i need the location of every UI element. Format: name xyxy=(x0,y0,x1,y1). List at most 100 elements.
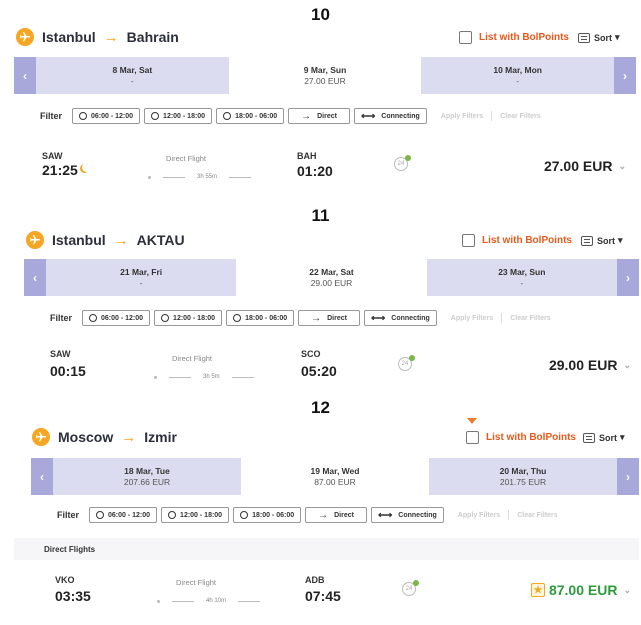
route-arrow-icon: → xyxy=(103,28,119,46)
checkbox-icon[interactable] xyxy=(466,431,479,444)
route-origin: Istanbul xyxy=(52,232,106,248)
bolpoints-checkbox[interactable]: List with BolPoints xyxy=(466,431,576,444)
filter-afternoon-button[interactable]: 12:00 - 18:00 xyxy=(144,108,213,124)
sort-button[interactable]: Sort ▾ xyxy=(583,432,625,443)
departure-airport: VKO xyxy=(55,575,75,585)
date-option[interactable]: 21 Mar, Fri - xyxy=(46,259,236,296)
flight-type: Direct Flight xyxy=(176,578,217,587)
sort-icon xyxy=(578,32,590,43)
date-price: - xyxy=(520,277,524,288)
filter-afternoon-button[interactable]: 12:00 - 18:00 xyxy=(161,507,230,523)
flight-result-row[interactable]: VKO 03:35 Direct Flight 4h 10m ADB 07:45… xyxy=(31,568,639,612)
route-arrow-icon: → xyxy=(113,231,129,249)
bolpoints-checkbox[interactable]: List with BolPoints xyxy=(462,234,572,247)
filter-direct-button[interactable]: → Direct xyxy=(305,507,367,523)
filter-connecting-button[interactable]: ⟷ Connecting xyxy=(353,108,427,124)
departure-time: 03:35 xyxy=(55,588,91,604)
date-option-selected[interactable]: 9 Mar, Sun 27.00 EUR xyxy=(228,57,422,94)
filter-evening-button[interactable]: 18:00 - 06:00 xyxy=(226,310,295,326)
next-date-button[interactable]: › xyxy=(614,57,637,94)
filter-bar: Filter 06:00 - 12:00 12:00 - 18:00 18:00… xyxy=(14,98,636,134)
filter-afternoon-button[interactable]: 12:00 - 18:00 xyxy=(154,310,223,326)
date-option[interactable]: 10 Mar, Mon - xyxy=(421,57,614,94)
date-option[interactable]: 8 Mar, Sat - xyxy=(36,57,229,94)
connecting-icon: ⟷ xyxy=(377,509,393,521)
flight-result-row[interactable]: SAW 00:15 Direct Flight 3h 5m SCO 05:20 … xyxy=(24,343,639,387)
divider xyxy=(508,510,510,520)
sort-icon xyxy=(581,235,593,246)
route-destination: Izmir xyxy=(144,429,177,445)
divider xyxy=(501,313,503,323)
clock-icon xyxy=(161,314,170,322)
date-option[interactable]: 18 Mar, Tue 207.66 EUR xyxy=(53,458,241,495)
checkbox-icon[interactable] xyxy=(462,234,475,247)
connecting-icon: ⟷ xyxy=(370,312,386,324)
filter-label: Filter xyxy=(50,313,73,323)
sort-icon xyxy=(583,432,595,443)
clear-filters-button[interactable]: Clear Filters xyxy=(510,314,551,322)
date-label: 21 Mar, Fri xyxy=(120,266,163,277)
chevron-down-icon: ⌄ xyxy=(623,584,631,595)
flight-price[interactable]: 27.00 EUR ⌄ xyxy=(543,158,626,174)
flight-price[interactable]: 29.00 EUR ⌄ xyxy=(548,357,631,373)
panel-number: 10 xyxy=(311,5,330,24)
bolpoints-label: List with BolPoints xyxy=(486,432,576,443)
filter-evening-button[interactable]: 18:00 - 06:00 xyxy=(216,108,285,124)
arrival-airport: ADB xyxy=(305,575,325,585)
filter-morning-button[interactable]: 06:00 - 12:00 xyxy=(72,108,141,124)
route-arrow-icon: → xyxy=(121,428,137,446)
apply-filters-button[interactable]: Apply Filters xyxy=(440,112,484,120)
filter-direct-button[interactable]: → Direct xyxy=(288,108,350,124)
clock-icon xyxy=(168,511,177,519)
plane-icon xyxy=(32,428,50,446)
eco-icon: 24 xyxy=(398,355,415,371)
filter-evening-button[interactable]: 18:00 - 06:00 xyxy=(233,507,302,523)
route-origin: Istanbul xyxy=(42,29,96,45)
filter-bar: Filter 06:00 - 12:00 12:00 - 18:00 18:00… xyxy=(24,300,639,336)
sort-label: Sort xyxy=(594,32,612,43)
filter-direct-button[interactable]: → Direct xyxy=(298,310,360,326)
clock-icon xyxy=(79,112,88,120)
apply-filters-button[interactable]: Apply Filters xyxy=(457,511,501,519)
route-destination: AKTAU xyxy=(136,232,185,248)
filter-morning-button[interactable]: 06:00 - 12:00 xyxy=(82,310,151,326)
chevron-down-icon: ▾ xyxy=(618,235,623,245)
flight-type: Direct Flight xyxy=(166,154,207,163)
filter-connecting-button[interactable]: ⟷ Connecting xyxy=(363,310,437,326)
date-option[interactable]: 23 Mar, Sun - xyxy=(427,259,617,296)
prev-date-button[interactable]: ‹ xyxy=(31,458,53,495)
filter-label: Filter xyxy=(57,510,80,520)
clear-filters-button[interactable]: Clear Filters xyxy=(517,511,558,519)
bolpoints-checkbox[interactable]: List with BolPoints xyxy=(459,31,569,44)
flight-duration: 3h 5m xyxy=(148,374,260,380)
date-label: 19 Mar, Wed xyxy=(310,465,360,476)
prev-date-button[interactable]: ‹ xyxy=(24,259,46,296)
date-label: 10 Mar, Mon xyxy=(493,64,542,75)
arrow-right-icon: → xyxy=(311,312,322,324)
sort-button[interactable]: Sort ▾ xyxy=(581,235,623,246)
next-date-button[interactable]: › xyxy=(617,458,639,495)
chevron-down-icon: ⌄ xyxy=(623,359,631,370)
date-option-selected[interactable]: 22 Mar, Sat 29.00 EUR xyxy=(236,259,427,296)
departure-time: 00:15 xyxy=(50,363,86,379)
filter-connecting-button[interactable]: ⟷ Connecting xyxy=(370,507,444,523)
date-option-selected[interactable]: 19 Mar, Wed 87.00 EUR xyxy=(241,458,429,495)
flight-price[interactable]: ★ 87.00 EUR ⌄ xyxy=(530,582,631,598)
prev-date-button[interactable]: ‹ xyxy=(14,57,36,94)
apply-filters-button[interactable]: Apply Filters xyxy=(450,314,494,322)
clock-icon xyxy=(223,112,232,120)
next-date-button[interactable]: › xyxy=(616,259,639,296)
filter-morning-button[interactable]: 06:00 - 12:00 xyxy=(89,507,158,523)
arrival-airport: SCO xyxy=(301,349,321,359)
clear-filters-button[interactable]: Clear Filters xyxy=(500,112,541,120)
flight-result-row[interactable]: SAW 21:25 Direct Flight 3h 55m BAH 01:20… xyxy=(14,145,636,189)
date-price: 87.00 EUR xyxy=(314,476,356,487)
eco-icon: 24 xyxy=(402,580,419,596)
chevron-down-icon: ⌄ xyxy=(618,160,626,171)
sort-button[interactable]: Sort ▾ xyxy=(578,32,620,43)
filter-bar: Filter 06:00 - 12:00 12:00 - 18:00 18:00… xyxy=(31,497,639,533)
moon-icon xyxy=(82,163,91,172)
checkbox-icon[interactable] xyxy=(459,31,472,44)
date-option[interactable]: 20 Mar, Thu 201.75 EUR xyxy=(429,458,617,495)
date-label: 8 Mar, Sat xyxy=(112,64,153,75)
